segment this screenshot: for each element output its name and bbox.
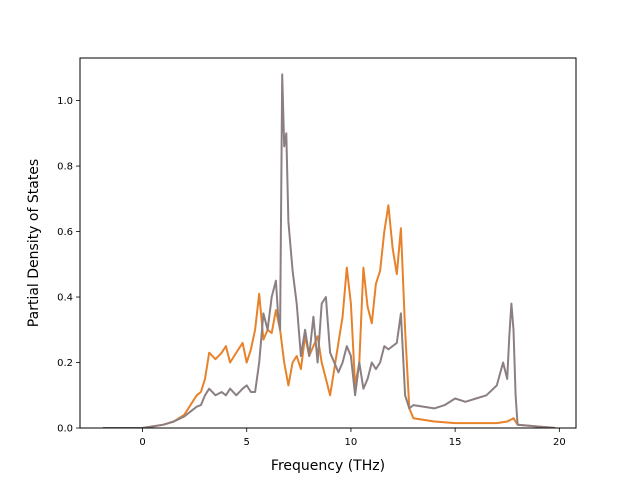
x-tick-label: 0 — [139, 437, 145, 448]
x-tick-label: 20 — [553, 437, 566, 448]
x-axis-ticks: 0 5 10 15 20 — [139, 428, 566, 448]
y-tick-label: 0.6 — [57, 227, 73, 238]
series-layer — [102, 73, 556, 428]
y-axis-title: Partial Density of States — [26, 159, 42, 327]
series-line-2 — [102, 73, 556, 428]
x-tick-label: 15 — [449, 437, 462, 448]
y-tick-label: 0.2 — [57, 358, 73, 369]
plot-frame — [79, 57, 577, 429]
x-tick-label: 5 — [244, 437, 250, 448]
y-tick-label: 0.4 — [57, 293, 73, 304]
y-axis-ticks: 0.0 0.2 0.4 0.6 0.8 1.0 — [57, 96, 80, 435]
x-tick-label: 10 — [345, 437, 358, 448]
y-tick-label: 1.0 — [57, 96, 73, 107]
y-tick-label: 0.8 — [57, 162, 73, 173]
y-tick-label: 0.0 — [57, 424, 73, 435]
x-axis-title: Frequency (THz) — [271, 458, 385, 474]
